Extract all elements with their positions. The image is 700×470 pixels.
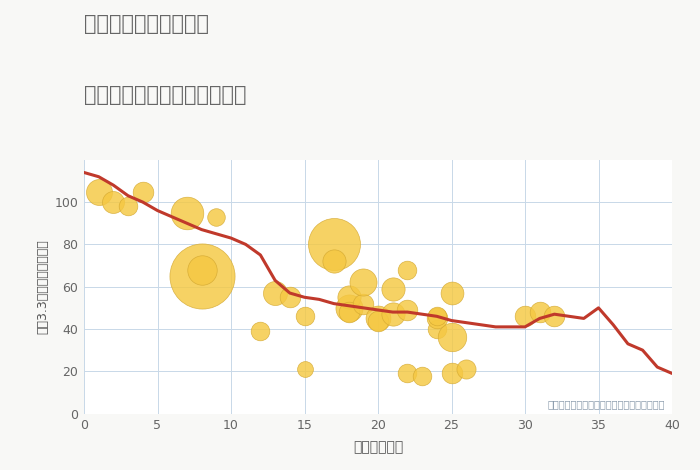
Text: 愛知県稲沢市東緑町の: 愛知県稲沢市東緑町の [84,14,209,34]
Point [519,313,531,320]
Point [328,258,339,265]
Y-axis label: 坪（3.3㎡）単価（万円）: 坪（3.3㎡）単価（万円） [36,239,49,334]
Point [137,188,148,196]
Point [299,313,310,320]
Point [211,213,222,221]
Point [534,308,545,316]
Point [431,313,442,320]
Point [402,266,413,274]
Point [358,300,369,307]
Point [372,317,384,324]
Point [446,369,457,377]
Point [431,315,442,322]
Point [196,272,207,280]
Point [181,209,193,216]
X-axis label: 築年数（年）: 築年数（年） [353,440,403,454]
Text: 円の大きさは、取引のあった物件面積を示す: 円の大きさは、取引のあった物件面積を示す [547,400,665,409]
Point [446,334,457,341]
Point [299,366,310,373]
Point [343,304,354,312]
Point [387,285,398,292]
Text: 築年数別中古マンション価格: 築年数別中古マンション価格 [84,85,246,105]
Point [372,315,384,322]
Point [446,290,457,297]
Point [402,369,413,377]
Point [255,327,266,335]
Point [343,293,354,301]
Point [270,290,281,297]
Point [328,241,339,248]
Point [358,279,369,286]
Point [284,293,295,301]
Point [343,308,354,316]
Point [461,366,472,373]
Point [196,266,207,274]
Point [387,311,398,318]
Point [416,372,428,379]
Point [402,306,413,314]
Point [122,203,134,210]
Point [431,325,442,333]
Point [108,198,119,206]
Point [549,313,560,320]
Point [93,188,104,196]
